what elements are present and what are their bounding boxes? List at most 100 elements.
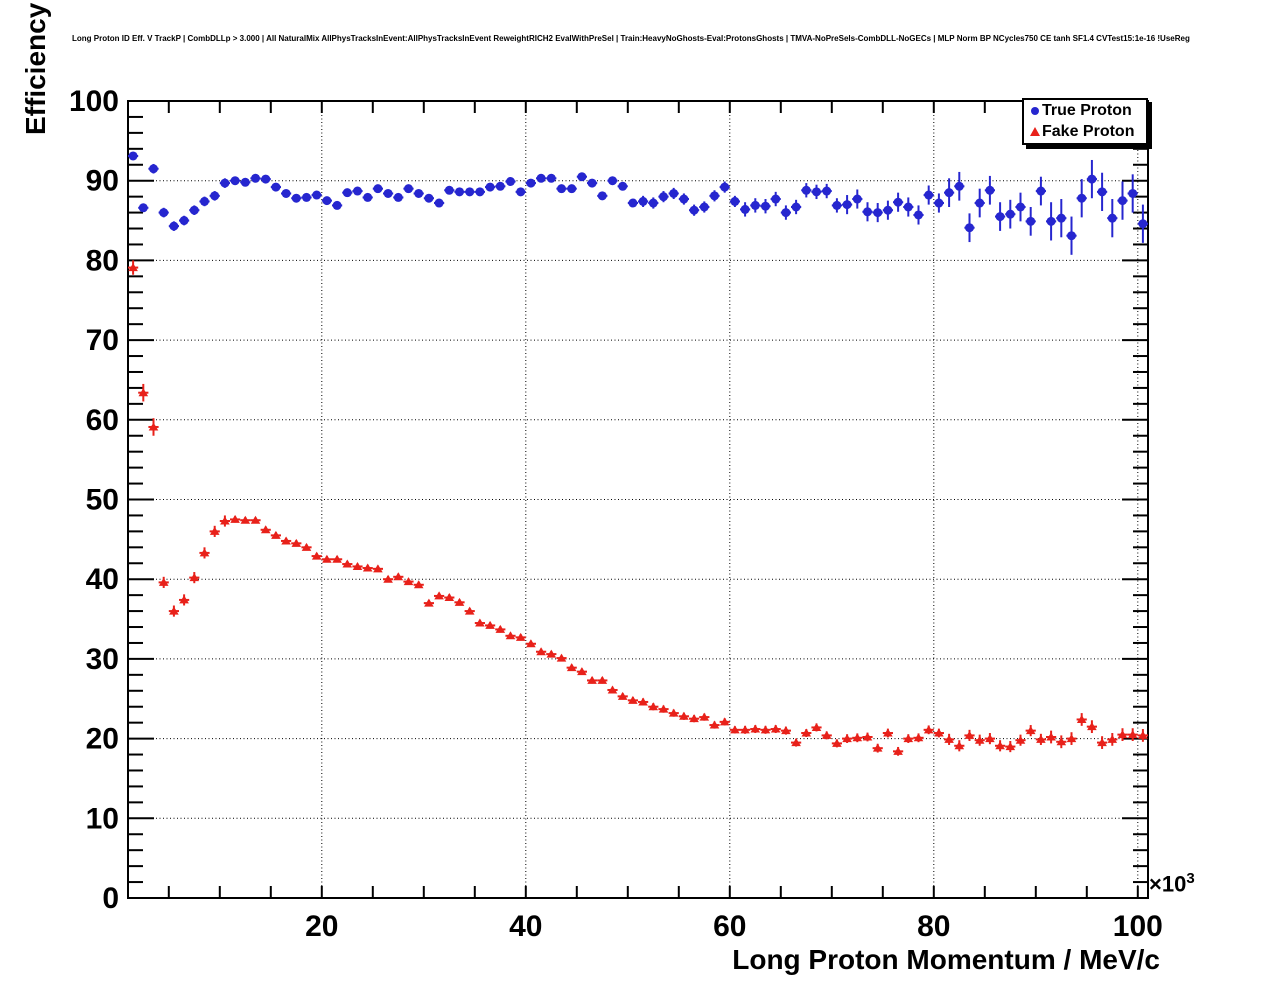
y-tick-label: 40 bbox=[86, 563, 119, 596]
series-true-proton-marker bbox=[638, 196, 648, 206]
series-true-proton-marker bbox=[985, 185, 995, 195]
series-fake-proton-marker bbox=[842, 734, 852, 743]
series-fake-proton-marker bbox=[515, 632, 526, 641]
series-true-proton-marker bbox=[404, 184, 413, 194]
series-fake-proton-marker bbox=[505, 631, 516, 640]
series-fake-proton-marker bbox=[740, 725, 750, 734]
series-true-proton-marker bbox=[1128, 188, 1138, 198]
series-fake-proton-marker bbox=[862, 732, 873, 741]
series-fake-proton-marker bbox=[964, 730, 975, 739]
series-true-proton-marker bbox=[220, 178, 230, 188]
series-fake-proton-marker bbox=[454, 597, 465, 606]
series-true-proton-marker bbox=[914, 210, 923, 220]
series-fake-proton-marker bbox=[1036, 734, 1046, 743]
y-tick-label: 90 bbox=[86, 165, 119, 198]
series-fake-proton-marker bbox=[638, 697, 648, 706]
series-true-proton-marker bbox=[546, 173, 556, 183]
series-fake-proton-marker bbox=[760, 725, 771, 734]
series-true-proton-marker bbox=[414, 188, 424, 198]
legend-label: Fake Proton bbox=[1042, 122, 1135, 140]
series-true-proton-marker bbox=[873, 208, 883, 218]
series-true-proton-marker bbox=[516, 187, 526, 197]
series-fake-proton-marker bbox=[1076, 714, 1087, 723]
series-true-proton-marker bbox=[1026, 216, 1036, 226]
series-fake-proton-marker bbox=[648, 702, 659, 711]
series-true-proton-marker bbox=[842, 200, 852, 210]
series-true-proton-marker bbox=[965, 223, 974, 233]
series-true-proton-marker bbox=[169, 221, 179, 231]
series-fake-proton-marker bbox=[832, 738, 842, 747]
series-fake-proton-marker bbox=[893, 746, 903, 755]
series-fake-proton-marker bbox=[852, 733, 863, 742]
series-true-proton-marker bbox=[444, 185, 454, 195]
series-true-proton-marker bbox=[383, 188, 393, 198]
series-true-proton-marker bbox=[628, 198, 638, 208]
series-fake-proton-marker bbox=[373, 564, 383, 573]
series-fake-proton-marker bbox=[709, 720, 720, 729]
series-true-proton-marker bbox=[720, 182, 730, 192]
series-fake-proton-marker bbox=[1107, 734, 1118, 743]
series-fake-proton-marker bbox=[128, 263, 138, 272]
series-fake-proton-marker bbox=[1087, 722, 1097, 731]
series-fake-proton-marker bbox=[1066, 734, 1077, 743]
series-true-proton-marker bbox=[210, 191, 220, 201]
x-axis-power-label: ×103 bbox=[1149, 870, 1195, 897]
series-true-proton-marker bbox=[771, 194, 781, 204]
series-true-proton-marker bbox=[240, 177, 250, 187]
series-fake-proton-marker bbox=[209, 526, 220, 535]
series-fake-proton-marker bbox=[1127, 730, 1138, 739]
series-true-proton-marker bbox=[659, 192, 668, 202]
series-fake-proton-marker bbox=[781, 726, 791, 735]
series-fake-proton-marker bbox=[495, 624, 506, 633]
series-true-proton-marker bbox=[393, 192, 403, 202]
series-fake-proton-marker bbox=[301, 542, 312, 551]
series-true-proton-marker bbox=[291, 193, 301, 203]
series-fake-proton-marker bbox=[526, 639, 536, 648]
series-fake-proton-marker bbox=[944, 734, 954, 743]
series-fake-proton-marker bbox=[883, 728, 893, 737]
series-true-proton-marker bbox=[495, 181, 505, 191]
series-true-proton-marker bbox=[332, 200, 342, 210]
series-true-proton-marker bbox=[281, 188, 291, 198]
series-fake-proton-marker bbox=[985, 734, 995, 743]
series-true-proton-marker bbox=[903, 202, 913, 212]
series-true-proton-marker bbox=[934, 198, 944, 208]
series-true-proton-marker bbox=[1077, 193, 1087, 203]
series-true-proton-marker bbox=[200, 196, 209, 206]
series-fake-proton-marker bbox=[699, 712, 710, 721]
series-true-proton-marker bbox=[251, 173, 260, 183]
series-fake-proton-marker bbox=[730, 725, 740, 734]
series-fake-proton-marker bbox=[872, 743, 883, 752]
x-tick-label: 20 bbox=[305, 910, 338, 943]
series-true-proton-marker bbox=[1107, 213, 1117, 223]
series-true-proton-marker bbox=[526, 178, 536, 188]
series-true-proton-marker bbox=[587, 178, 597, 188]
series-true-proton-marker bbox=[801, 185, 811, 195]
series-fake-proton-marker bbox=[913, 733, 924, 742]
y-tick-label: 100 bbox=[69, 85, 119, 118]
x-axis-title: Long Proton Momentum / MeV/c bbox=[732, 944, 1160, 975]
power-exponent: 3 bbox=[1186, 870, 1195, 887]
series-fake-proton-marker bbox=[934, 728, 944, 737]
series-fake-proton-marker bbox=[791, 738, 801, 747]
series-true-proton-marker bbox=[863, 207, 872, 217]
series-true-proton-marker bbox=[424, 193, 434, 203]
y-tick-label: 30 bbox=[86, 643, 119, 676]
series-fake-proton-marker bbox=[658, 704, 669, 713]
series-fake-proton-marker bbox=[332, 554, 342, 563]
series-true-proton-marker bbox=[608, 176, 617, 186]
series-fake-proton-marker bbox=[617, 691, 628, 700]
series-fake-proton-marker bbox=[240, 515, 251, 524]
series-true-proton-marker bbox=[261, 174, 271, 184]
series-fake-proton-marker bbox=[138, 388, 149, 397]
y-axis-title: Efficiency / % bbox=[20, 0, 51, 135]
series-true-proton-marker bbox=[1097, 187, 1107, 197]
series-fake-proton-marker bbox=[250, 515, 261, 524]
series-true-proton-marker bbox=[475, 187, 485, 197]
series-fake-proton-marker bbox=[597, 675, 608, 684]
series-fake-proton-marker bbox=[1005, 742, 1016, 751]
series-true-proton-marker bbox=[271, 182, 281, 192]
series-fake-proton-marker bbox=[995, 741, 1005, 750]
series-true-proton-marker bbox=[485, 182, 495, 192]
